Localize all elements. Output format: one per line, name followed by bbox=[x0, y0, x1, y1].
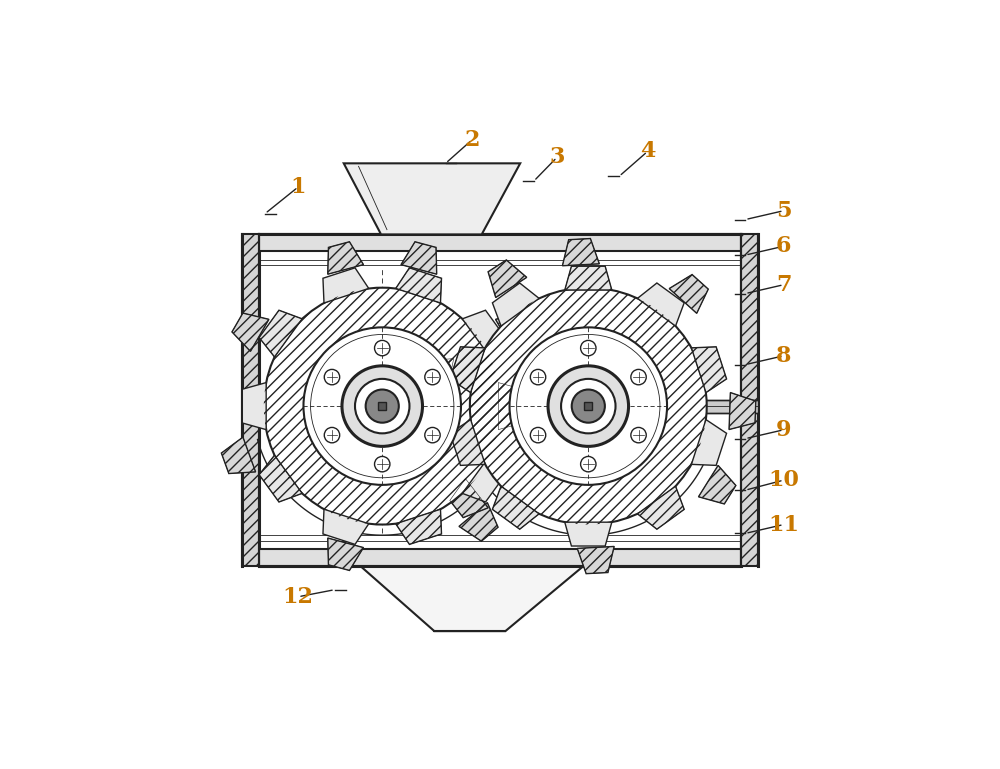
Bar bbox=[242, 400, 758, 413]
Polygon shape bbox=[328, 538, 363, 571]
Polygon shape bbox=[565, 266, 612, 290]
Circle shape bbox=[581, 341, 596, 356]
Polygon shape bbox=[459, 503, 498, 541]
Text: 6: 6 bbox=[776, 235, 791, 258]
Text: 1: 1 bbox=[290, 176, 306, 198]
Bar bbox=[259, 235, 741, 251]
Polygon shape bbox=[450, 347, 485, 393]
Circle shape bbox=[342, 366, 422, 446]
Circle shape bbox=[631, 369, 646, 384]
Text: 10: 10 bbox=[768, 469, 799, 491]
Circle shape bbox=[548, 366, 629, 446]
Polygon shape bbox=[669, 275, 708, 313]
Polygon shape bbox=[565, 522, 612, 546]
Bar bbox=[242, 235, 259, 566]
Polygon shape bbox=[509, 437, 543, 474]
Polygon shape bbox=[488, 260, 527, 298]
Polygon shape bbox=[562, 238, 599, 266]
Bar bbox=[370, 398, 394, 415]
Circle shape bbox=[581, 457, 596, 472]
Polygon shape bbox=[344, 163, 520, 235]
Polygon shape bbox=[323, 509, 369, 544]
Text: 9: 9 bbox=[776, 419, 791, 441]
Polygon shape bbox=[637, 486, 684, 529]
Polygon shape bbox=[462, 455, 505, 502]
Text: 3: 3 bbox=[549, 146, 565, 168]
Circle shape bbox=[303, 328, 461, 485]
Circle shape bbox=[425, 428, 440, 443]
Polygon shape bbox=[492, 486, 539, 529]
Circle shape bbox=[366, 390, 399, 423]
Circle shape bbox=[324, 369, 340, 384]
Polygon shape bbox=[422, 358, 454, 394]
Polygon shape bbox=[462, 310, 505, 357]
Circle shape bbox=[375, 457, 390, 472]
Text: 4: 4 bbox=[640, 141, 655, 162]
Polygon shape bbox=[729, 392, 756, 430]
Bar bbox=[584, 402, 592, 410]
Polygon shape bbox=[691, 347, 727, 393]
Bar bbox=[378, 402, 386, 410]
Circle shape bbox=[264, 288, 501, 524]
Polygon shape bbox=[450, 420, 485, 465]
Polygon shape bbox=[396, 509, 442, 544]
Bar bbox=[259, 235, 741, 566]
Text: 5: 5 bbox=[776, 200, 791, 221]
Polygon shape bbox=[492, 283, 539, 326]
Polygon shape bbox=[496, 313, 532, 351]
Text: 2: 2 bbox=[464, 128, 480, 151]
Circle shape bbox=[631, 428, 646, 443]
Text: 12: 12 bbox=[283, 586, 314, 608]
Polygon shape bbox=[691, 420, 727, 465]
Circle shape bbox=[572, 390, 605, 423]
Circle shape bbox=[470, 288, 707, 524]
Circle shape bbox=[375, 341, 390, 356]
Polygon shape bbox=[360, 566, 584, 631]
Circle shape bbox=[561, 379, 616, 434]
Polygon shape bbox=[259, 455, 302, 502]
Polygon shape bbox=[328, 241, 363, 275]
Text: 11: 11 bbox=[768, 514, 799, 535]
Polygon shape bbox=[577, 547, 614, 574]
Polygon shape bbox=[242, 383, 266, 430]
Polygon shape bbox=[221, 437, 256, 474]
Bar bbox=[576, 398, 600, 415]
Circle shape bbox=[530, 428, 546, 443]
Circle shape bbox=[324, 428, 340, 443]
Polygon shape bbox=[450, 478, 488, 518]
Polygon shape bbox=[323, 268, 369, 303]
Polygon shape bbox=[259, 310, 302, 357]
Circle shape bbox=[355, 379, 409, 434]
Text: 7: 7 bbox=[776, 274, 791, 296]
Polygon shape bbox=[401, 241, 437, 275]
Polygon shape bbox=[232, 313, 269, 351]
Polygon shape bbox=[396, 268, 442, 303]
Bar bbox=[259, 549, 741, 566]
Polygon shape bbox=[498, 383, 522, 430]
Circle shape bbox=[530, 369, 546, 384]
Circle shape bbox=[425, 369, 440, 384]
Text: 8: 8 bbox=[776, 345, 791, 367]
Bar bbox=[741, 235, 758, 566]
Polygon shape bbox=[698, 465, 736, 504]
Polygon shape bbox=[637, 283, 684, 326]
Circle shape bbox=[510, 328, 667, 485]
